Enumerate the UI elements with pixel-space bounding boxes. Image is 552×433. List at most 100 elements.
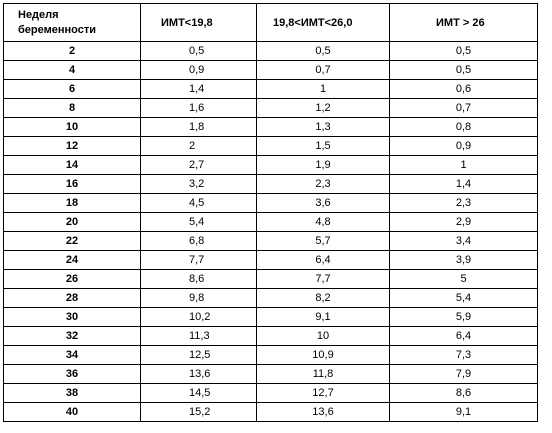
table-row: 6 1,4 1 0,6 <box>3 79 538 99</box>
bmi-high-cell: 7,3 <box>389 345 538 365</box>
bmi-high-cell: 6,4 <box>389 326 538 346</box>
weight-gain-table: Неделя беременности ИМТ<19,8 19,8<ИМТ<26… <box>3 3 538 422</box>
header-week-line1: Неделя <box>18 8 59 21</box>
bmi-high-cell: 0,7 <box>389 98 538 118</box>
bmi-normal-cell: 8,2 <box>256 288 390 308</box>
week-cell: 8 <box>3 98 141 118</box>
week-cell: 34 <box>3 345 141 365</box>
bmi-normal-cell: 2,3 <box>256 174 390 194</box>
bmi-low-cell: 2,7 <box>140 155 257 175</box>
table-row: 24 7,7 6,4 3,9 <box>3 250 538 270</box>
header-bmi-high: ИМТ > 26 <box>389 3 538 42</box>
table-row: 12 2 1,5 0,9 <box>3 136 538 156</box>
bmi-normal-cell: 9,1 <box>256 307 390 327</box>
header-bmi-normal: 19,8<ИМТ<26,0 <box>256 3 390 42</box>
weight-gain-table-container: Неделя беременности ИМТ<19,8 19,8<ИМТ<26… <box>3 3 538 422</box>
week-cell: 40 <box>3 402 141 422</box>
bmi-high-cell: 5 <box>389 269 538 289</box>
bmi-normal-cell: 12,7 <box>256 383 390 403</box>
week-cell: 38 <box>3 383 141 403</box>
bmi-low-cell: 1,6 <box>140 98 257 118</box>
bmi-normal-cell: 1 <box>256 79 390 99</box>
bmi-high-cell: 0,9 <box>389 136 538 156</box>
bmi-normal-cell: 3,6 <box>256 193 390 213</box>
week-cell: 6 <box>3 79 141 99</box>
bmi-high-cell: 3,4 <box>389 231 538 251</box>
bmi-normal-cell: 7,7 <box>256 269 390 289</box>
bmi-low-cell: 11,3 <box>140 326 257 346</box>
bmi-normal-cell: 1,5 <box>256 136 390 156</box>
bmi-high-cell: 1,4 <box>389 174 538 194</box>
bmi-low-cell: 8,6 <box>140 269 257 289</box>
header-week-line2: беременности <box>18 23 96 36</box>
bmi-low-cell: 7,7 <box>140 250 257 270</box>
table-row: 4 0,9 0,7 0,5 <box>3 60 538 80</box>
bmi-high-cell: 9,1 <box>389 402 538 422</box>
bmi-high-cell: 2,3 <box>389 193 538 213</box>
bmi-normal-cell: 1,3 <box>256 117 390 137</box>
week-cell: 20 <box>3 212 141 232</box>
bmi-normal-cell: 6,4 <box>256 250 390 270</box>
bmi-normal-cell: 4,8 <box>256 212 390 232</box>
bmi-high-cell: 8,6 <box>389 383 538 403</box>
week-cell: 30 <box>3 307 141 327</box>
bmi-normal-cell: 0,7 <box>256 60 390 80</box>
bmi-normal-cell: 1,9 <box>256 155 390 175</box>
table-row: 28 9,8 8,2 5,4 <box>3 288 538 308</box>
bmi-low-cell: 12,5 <box>140 345 257 365</box>
week-cell: 10 <box>3 117 141 137</box>
table-row: 20 5,4 4,8 2,9 <box>3 212 538 232</box>
bmi-high-cell: 0,5 <box>389 60 538 80</box>
table-body: 2 0,5 0,5 0,5 4 0,9 0,7 0,5 6 1,4 1 0,6 8 1,6 1,2 0,7 10… <box>3 41 538 422</box>
bmi-low-cell: 14,5 <box>140 383 257 403</box>
table-row: 10 1,8 1,3 0,8 <box>3 117 538 137</box>
bmi-normal-cell: 11,8 <box>256 364 390 384</box>
bmi-low-cell: 5,4 <box>140 212 257 232</box>
bmi-normal-cell: 10,9 <box>256 345 390 365</box>
bmi-high-cell: 5,9 <box>389 307 538 327</box>
header-week: Неделя беременности <box>3 3 141 42</box>
bmi-low-cell: 4,5 <box>140 193 257 213</box>
bmi-low-cell: 10,2 <box>140 307 257 327</box>
week-cell: 26 <box>3 269 141 289</box>
bmi-high-cell: 5,4 <box>389 288 538 308</box>
table-header-row: Неделя беременности ИМТ<19,8 19,8<ИМТ<26… <box>3 3 538 42</box>
bmi-low-cell: 1,8 <box>140 117 257 137</box>
table-row: 14 2,7 1,9 1 <box>3 155 538 175</box>
bmi-high-cell: 2,9 <box>389 212 538 232</box>
week-cell: 32 <box>3 326 141 346</box>
bmi-low-cell: 15,2 <box>140 402 257 422</box>
header-bmi-low: ИМТ<19,8 <box>140 3 257 42</box>
table-row: 34 12,5 10,9 7,3 <box>3 345 538 365</box>
week-cell: 36 <box>3 364 141 384</box>
week-cell: 28 <box>3 288 141 308</box>
bmi-high-cell: 7,9 <box>389 364 538 384</box>
week-cell: 4 <box>3 60 141 80</box>
table-row: 36 13,6 11,8 7,9 <box>3 364 538 384</box>
table-row: 38 14,5 12,7 8,6 <box>3 383 538 403</box>
bmi-high-cell: 0,8 <box>389 117 538 137</box>
table-row: 32 11,3 10 6,4 <box>3 326 538 346</box>
bmi-low-cell: 13,6 <box>140 364 257 384</box>
week-cell: 18 <box>3 193 141 213</box>
table-row: 16 3,2 2,3 1,4 <box>3 174 538 194</box>
week-cell: 22 <box>3 231 141 251</box>
table-row: 8 1,6 1,2 0,7 <box>3 98 538 118</box>
bmi-low-cell: 0,5 <box>140 41 257 61</box>
bmi-normal-cell: 13,6 <box>256 402 390 422</box>
bmi-high-cell: 3,9 <box>389 250 538 270</box>
week-cell: 24 <box>3 250 141 270</box>
table-row: 2 0,5 0,5 0,5 <box>3 41 538 61</box>
table-row: 30 10,2 9,1 5,9 <box>3 307 538 327</box>
table-row: 18 4,5 3,6 2,3 <box>3 193 538 213</box>
week-cell: 14 <box>3 155 141 175</box>
bmi-high-cell: 0,5 <box>389 41 538 61</box>
bmi-low-cell: 0,9 <box>140 60 257 80</box>
bmi-high-cell: 1 <box>389 155 538 175</box>
bmi-normal-cell: 5,7 <box>256 231 390 251</box>
table-row: 22 6,8 5,7 3,4 <box>3 231 538 251</box>
bmi-low-cell: 9,8 <box>140 288 257 308</box>
table-row: 26 8,6 7,7 5 <box>3 269 538 289</box>
bmi-low-cell: 6,8 <box>140 231 257 251</box>
bmi-high-cell: 0,6 <box>389 79 538 99</box>
